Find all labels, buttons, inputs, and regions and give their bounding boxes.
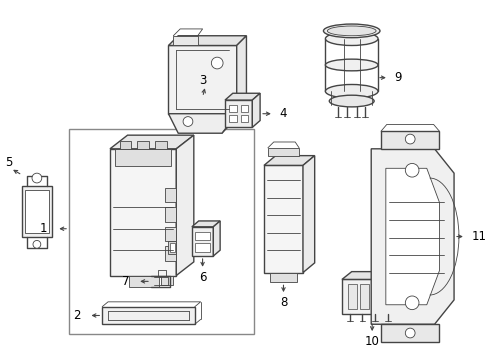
Text: 6: 6 — [199, 271, 206, 284]
Polygon shape — [381, 324, 440, 342]
Polygon shape — [192, 227, 213, 256]
Polygon shape — [110, 135, 194, 149]
Polygon shape — [371, 149, 454, 324]
Polygon shape — [225, 93, 260, 100]
Polygon shape — [264, 165, 303, 273]
Ellipse shape — [325, 32, 378, 45]
Polygon shape — [171, 243, 175, 252]
Ellipse shape — [323, 24, 380, 38]
Polygon shape — [161, 275, 173, 285]
Bar — [195, 231, 210, 240]
Polygon shape — [137, 141, 149, 149]
Text: 11: 11 — [471, 230, 487, 243]
Ellipse shape — [327, 26, 376, 36]
Polygon shape — [402, 272, 412, 314]
Circle shape — [211, 57, 223, 69]
Polygon shape — [176, 135, 194, 275]
Text: 9: 9 — [394, 71, 402, 84]
Polygon shape — [252, 93, 260, 127]
Polygon shape — [115, 149, 172, 166]
Circle shape — [405, 296, 419, 310]
Polygon shape — [165, 227, 176, 242]
Bar — [25, 190, 49, 233]
Circle shape — [32, 173, 42, 183]
Circle shape — [405, 163, 419, 177]
Text: 2: 2 — [73, 309, 81, 322]
Polygon shape — [270, 273, 297, 282]
Polygon shape — [120, 141, 131, 149]
Polygon shape — [237, 36, 246, 114]
Bar — [241, 115, 248, 122]
Polygon shape — [169, 45, 237, 114]
Text: 4: 4 — [280, 107, 287, 120]
Ellipse shape — [325, 59, 378, 71]
Polygon shape — [129, 275, 159, 287]
Polygon shape — [225, 100, 252, 127]
Bar — [229, 105, 237, 112]
Text: 7: 7 — [122, 275, 129, 288]
Text: 10: 10 — [365, 335, 380, 348]
Polygon shape — [169, 242, 176, 254]
Bar — [373, 284, 382, 309]
Polygon shape — [381, 131, 440, 149]
Polygon shape — [303, 156, 315, 273]
Circle shape — [183, 117, 193, 126]
Text: 1: 1 — [40, 222, 48, 235]
Bar — [361, 284, 369, 309]
Polygon shape — [222, 104, 246, 133]
Text: 8: 8 — [280, 296, 287, 309]
Bar — [241, 105, 248, 112]
Polygon shape — [342, 272, 412, 279]
Text: 5: 5 — [5, 156, 12, 169]
Polygon shape — [268, 148, 299, 156]
Polygon shape — [264, 156, 315, 165]
Polygon shape — [213, 221, 220, 256]
Polygon shape — [169, 114, 237, 133]
Polygon shape — [192, 221, 220, 227]
Polygon shape — [155, 141, 167, 149]
Polygon shape — [165, 246, 176, 261]
Circle shape — [405, 134, 415, 144]
Polygon shape — [342, 279, 402, 314]
Polygon shape — [165, 188, 176, 202]
Circle shape — [33, 240, 41, 248]
Polygon shape — [165, 207, 176, 222]
Ellipse shape — [325, 85, 378, 98]
Bar — [69, 129, 254, 334]
Polygon shape — [386, 168, 440, 305]
Polygon shape — [169, 36, 246, 45]
Text: 3: 3 — [199, 74, 206, 87]
Bar — [195, 243, 210, 252]
Bar — [229, 115, 237, 122]
Polygon shape — [102, 307, 195, 324]
Circle shape — [405, 328, 415, 338]
Polygon shape — [22, 186, 51, 237]
Ellipse shape — [329, 95, 374, 107]
Bar — [386, 284, 394, 309]
Bar — [348, 284, 357, 309]
Polygon shape — [173, 36, 198, 45]
Polygon shape — [110, 149, 176, 275]
